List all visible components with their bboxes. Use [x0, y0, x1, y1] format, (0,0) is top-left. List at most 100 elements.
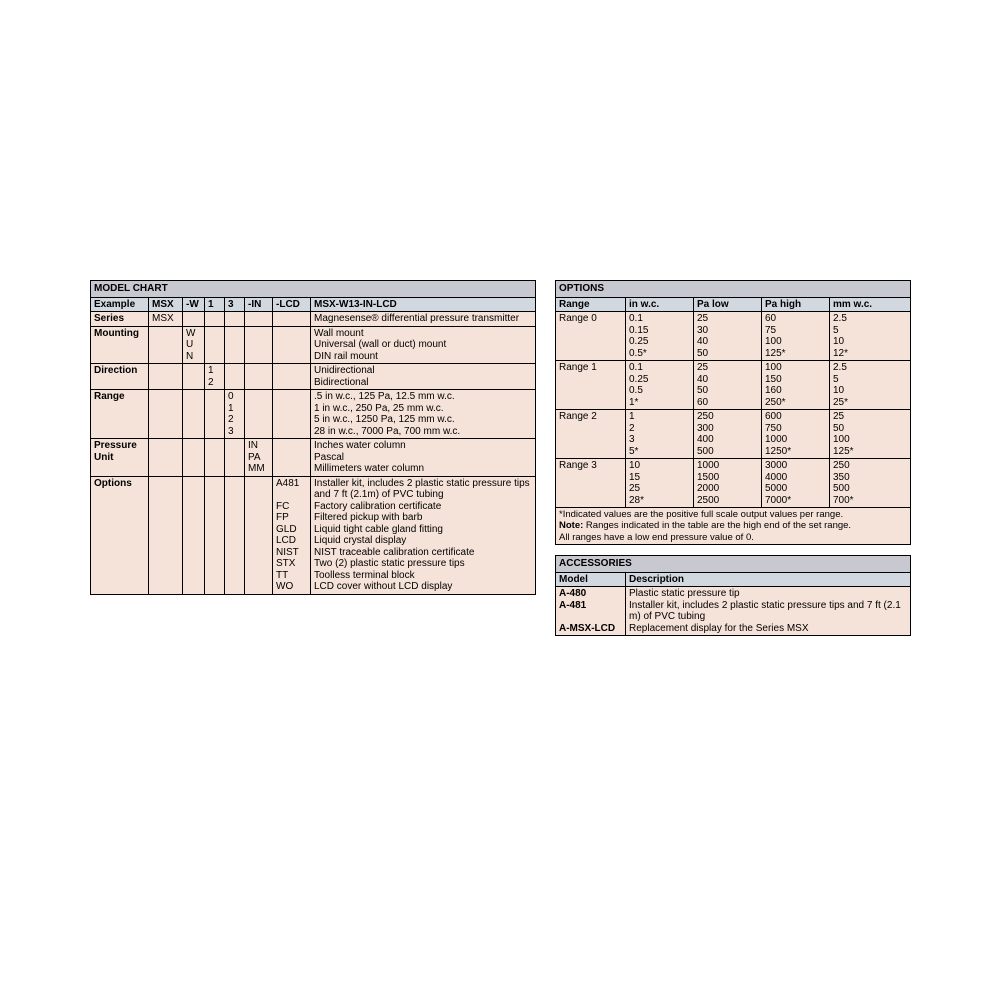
mc-cell: [149, 364, 183, 390]
op-cell: Range 0: [556, 312, 626, 361]
op-cell: 250 350 500 700*: [830, 459, 911, 508]
mc-cell: [149, 439, 183, 477]
mc-h2: -W: [183, 297, 205, 312]
ac-h0: Model: [556, 572, 626, 587]
fn3: All ranges have a low end pressure value…: [559, 532, 754, 543]
model-chart-header: Example MSX -W 1 3 -IN -LCD MSX-W13-IN-L…: [91, 297, 536, 312]
mc-cell: [245, 476, 273, 594]
op-cell: 250 300 400 500: [694, 410, 762, 459]
mc-cell: [245, 312, 273, 327]
mc-cell: [273, 312, 311, 327]
op-cell: 2.5 5 10 25*: [830, 361, 911, 410]
op-cell: 25 30 40 50: [694, 312, 762, 361]
mc-cell: [273, 326, 311, 364]
mc-cell: IN PA MM: [245, 439, 273, 477]
op-cell: 2.5 5 10 12*: [830, 312, 911, 361]
op-cell: Range 1: [556, 361, 626, 410]
mc-desc: Installer kit, includes 2 plastic static…: [311, 476, 536, 594]
options-footnote: *Indicated values are the positive full …: [556, 508, 911, 545]
accessories-header: Model Description: [556, 572, 911, 587]
op-cell: 25 50 100 125*: [830, 410, 911, 459]
mc-desc: Unidirectional Bidirectional: [311, 364, 536, 390]
mc-cell: MSX: [149, 312, 183, 327]
table-row: Range 21 2 3 5*250 300 400 500600 750 10…: [556, 410, 911, 459]
mc-h7: MSX-W13-IN-LCD: [311, 297, 536, 312]
mc-cell: [183, 439, 205, 477]
mc-cell: A481 FC FP GLD LCD NIST STX TT WO: [273, 476, 311, 594]
mc-desc: Inches water column Pascal Millimeters w…: [311, 439, 536, 477]
op-h0: Range: [556, 297, 626, 312]
mc-cell: W U N: [183, 326, 205, 364]
mc-cell: [273, 439, 311, 477]
options-title: OPTIONS: [556, 281, 911, 298]
mc-cell: [205, 476, 225, 594]
mc-cell: [225, 312, 245, 327]
mc-h5: -IN: [245, 297, 273, 312]
accessories-table: ACCESSORIES Model Description A-480 A-48…: [555, 555, 911, 636]
model-chart-title: MODEL CHART: [91, 281, 536, 298]
mc-desc: .5 in w.c., 125 Pa, 12.5 mm w.c. 1 in w.…: [311, 390, 536, 439]
mc-cell: [205, 326, 225, 364]
table-row: Range 10.1 0.25 0.5 1*25 40 50 60100 150…: [556, 361, 911, 410]
mc-h1: MSX: [149, 297, 183, 312]
mc-h6: -LCD: [273, 297, 311, 312]
mc-cell: [183, 476, 205, 594]
mc-h0: Example: [91, 297, 149, 312]
mc-cell: [245, 326, 273, 364]
mc-cell: [183, 312, 205, 327]
options-header: Range in w.c. Pa low Pa high mm w.c.: [556, 297, 911, 312]
mc-cell: [245, 364, 273, 390]
mc-row-label: Direction: [91, 364, 149, 390]
ac-descs: Plastic static pressure tip Installer ki…: [626, 587, 911, 636]
mc-row-label: Series: [91, 312, 149, 327]
table-row: OptionsA481 FC FP GLD LCD NIST STX TT WO…: [91, 476, 536, 594]
mc-cell: 1 2: [205, 364, 225, 390]
mc-desc: Wall mount Universal (wall or duct) moun…: [311, 326, 536, 364]
mc-row-label: Range: [91, 390, 149, 439]
table-row: Range 0 1 2 3 .5 in w.c., 125 Pa, 12.5 mm …: [91, 390, 536, 439]
mc-cell: [205, 312, 225, 327]
op-cell: 600 750 1000 1250*: [762, 410, 830, 459]
table-row: Range 310 15 25 28*1000 1500 2000 250030…: [556, 459, 911, 508]
mc-h3: 1: [205, 297, 225, 312]
ac-h1: Description: [626, 572, 911, 587]
op-cell: 10 15 25 28*: [626, 459, 694, 508]
accessories-title: ACCESSORIES: [556, 556, 911, 573]
table-row: MountingW U NWall mount Universal (wall …: [91, 326, 536, 364]
op-cell: 100 150 160 250*: [762, 361, 830, 410]
mc-cell: [149, 390, 183, 439]
mc-cell: [225, 439, 245, 477]
table-row: Pressure UnitIN PA MMInches water column…: [91, 439, 536, 477]
table-row: SeriesMSX Magnesense® differential pressu…: [91, 312, 536, 327]
mc-cell: [273, 390, 311, 439]
op-h1: in w.c.: [626, 297, 694, 312]
op-h4: mm w.c.: [830, 297, 911, 312]
table-row: Direction 1 2 Unidirectional Bidirectional: [91, 364, 536, 390]
model-chart-table: MODEL CHART Example MSX -W 1 3 -IN -LCD …: [90, 280, 536, 595]
ac-models: A-480 A-481 A-MSX-LCD: [556, 587, 626, 636]
mc-cell: 0 1 2 3: [225, 390, 245, 439]
op-h3: Pa high: [762, 297, 830, 312]
op-cell: 1000 1500 2000 2500: [694, 459, 762, 508]
op-cell: Range 2: [556, 410, 626, 459]
accessories-row: A-480 A-481 A-MSX-LCD Plastic static pre…: [556, 587, 911, 636]
op-cell: 1 2 3 5*: [626, 410, 694, 459]
op-cell: 3000 4000 5000 7000*: [762, 459, 830, 508]
fn2r: Ranges indicated in the table are the hi…: [583, 520, 851, 531]
mc-h4: 3: [225, 297, 245, 312]
mc-cell: [245, 390, 273, 439]
mc-desc: Magnesense® differential pressure transm…: [311, 312, 536, 327]
mc-cell: [225, 476, 245, 594]
op-cell: Range 3: [556, 459, 626, 508]
mc-cell: [149, 476, 183, 594]
options-table: OPTIONS Range in w.c. Pa low Pa high mm …: [555, 280, 911, 545]
fn2b: Note:: [559, 520, 583, 531]
mc-cell: [225, 326, 245, 364]
table-row: Range 00.1 0.15 0.25 0.5*25 30 40 5060 7…: [556, 312, 911, 361]
op-cell: 0.1 0.25 0.5 1*: [626, 361, 694, 410]
op-cell: 25 40 50 60: [694, 361, 762, 410]
mc-cell: [183, 390, 205, 439]
op-h2: Pa low: [694, 297, 762, 312]
mc-cell: [183, 364, 205, 390]
op-cell: 60 75 100 125*: [762, 312, 830, 361]
